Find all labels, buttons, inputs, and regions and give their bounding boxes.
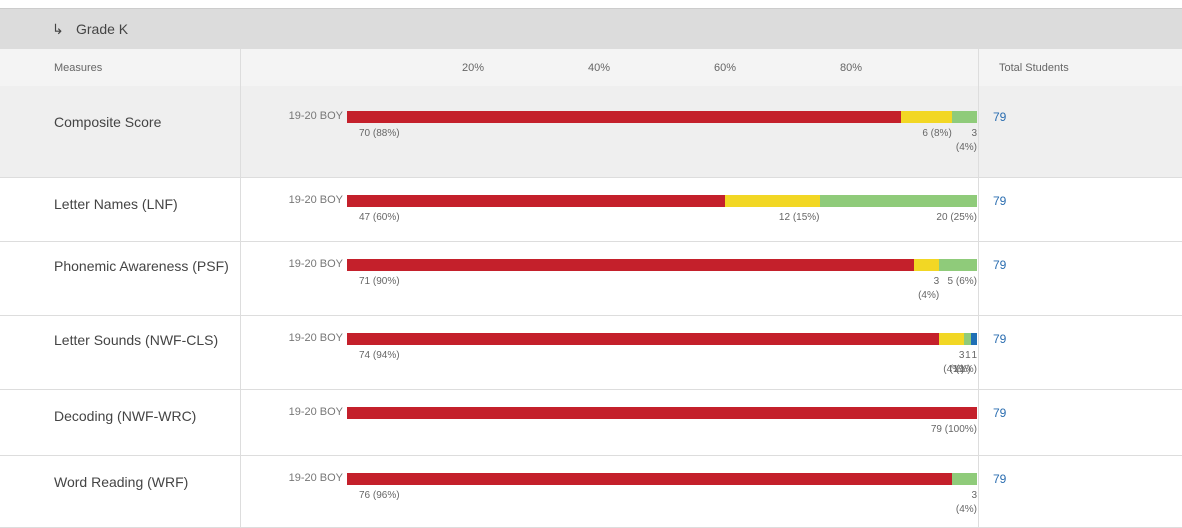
divider [978,49,979,86]
divider [978,390,979,455]
total-students: 79 [993,472,1007,486]
measure-row: Letter Sounds (NWF-CLS) 19-20 BOY 74 (94%)… [0,316,1182,390]
divider [978,86,979,177]
bar-segment [725,195,820,207]
measure-name: Letter Sounds (NWF-CLS) [54,332,219,348]
divider [240,86,241,177]
bar-segment [951,111,977,123]
bar-segment [819,195,977,207]
bar-segment [347,473,952,485]
bar-segment [914,259,940,271]
axis-tick-label: 40% [587,62,611,74]
bar-segment [347,407,977,419]
total-students: 79 [993,110,1007,124]
bar-segment [347,333,940,345]
segment-label: 6 (8%) [922,128,952,139]
segment-label: 1 (1%) [955,350,977,375]
bar-segment [970,333,977,345]
bar-segment [347,195,725,207]
total-students: 79 [993,194,1007,208]
segment-label: 3 (4%) [955,128,977,153]
measure-name: Decoding (NWF-WRC) [54,408,197,424]
total-header: Total Students [999,62,1069,74]
segment-label: 20 (25%) [936,212,977,223]
segment-label: 12 (15%) [778,212,820,223]
divider [240,456,241,527]
total-students: 79 [993,258,1007,272]
divider [240,242,241,315]
divider [240,178,241,241]
segment-label: 5 (6%) [947,276,977,287]
segment-label: 3 (4%) [955,490,977,515]
period-label: 19-20 BOY [288,194,343,206]
divider [978,242,979,315]
axis-tick-label: 80% [839,62,863,74]
segment-label: 3 (4%) [943,350,965,375]
divider [978,316,979,389]
column-header: Measures Total Students 20% 40% 60% 80% [0,49,1182,87]
measure-name: Letter Names (LNF) [54,196,178,212]
total-students: 79 [993,406,1007,420]
segment-label: 1 (1%) [949,350,971,375]
bar-segment [939,333,965,345]
divider [978,456,979,527]
total-students: 79 [993,332,1007,346]
period-label: 19-20 BOY [288,332,343,344]
divider [978,178,979,241]
group-title: Grade K [76,21,129,37]
measure-name: Phonemic Awareness (PSF) [54,258,229,274]
segment-label: 3 (4%) [918,276,940,301]
bar-segment [347,111,902,123]
measure-row: Composite Score 19-20 BOY 70 (88%) 6 (8%) 3 … [0,86,1182,178]
period-label: 19-20 BOY [288,258,343,270]
period-label: 19-20 BOY [288,472,343,484]
divider [240,316,241,389]
segment-label: 71 (90%) [359,276,400,287]
axis-tick-label: 20% [461,62,485,74]
measure-name: Word Reading (WRF) [54,474,189,490]
bar-segment [939,259,977,271]
measure-row: Word Reading (WRF) 19-20 BOY 76 (96%) 3 (4%… [0,456,1182,528]
arrow-icon: ↳ [52,21,64,37]
group-header: ↳ Grade K [0,8,1182,50]
measure-row: Phonemic Awareness (PSF) 19-20 BOY 71 (90%… [0,242,1182,316]
measures-header: Measures [54,62,103,74]
bar-segment [901,111,952,123]
segment-label: 76 (96%) [359,490,400,501]
period-label: 19-20 BOY [288,406,343,418]
period-label: 19-20 BOY [288,110,343,122]
axis-tick-label: 60% [713,62,737,74]
bar-segment [951,473,977,485]
measure-row: Letter Names (LNF) 19-20 BOY 47 (60%) 12 (1… [0,178,1182,242]
segment-label: 70 (88%) [359,128,400,139]
divider [240,390,241,455]
measure-name: Composite Score [54,114,162,130]
bar-segment [347,259,914,271]
divider [240,49,241,86]
segment-label: 47 (60%) [359,212,400,223]
measure-row: Decoding (NWF-WRC) 19-20 BOY 79 (100%) 79 [0,390,1182,456]
bar-segment [964,333,971,345]
segment-label: 74 (94%) [359,350,400,361]
segment-label: 79 (100%) [930,424,977,435]
